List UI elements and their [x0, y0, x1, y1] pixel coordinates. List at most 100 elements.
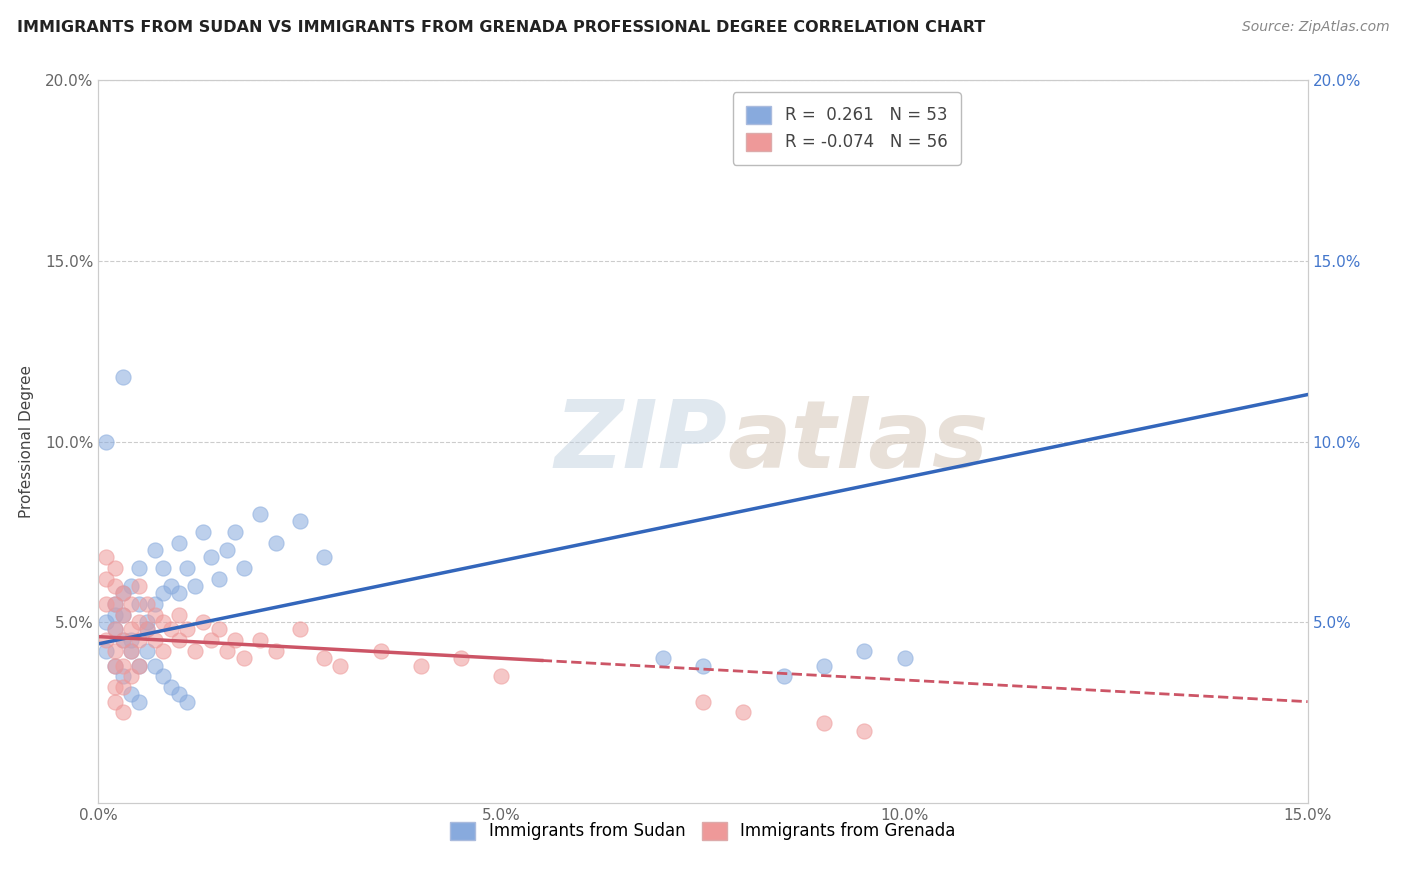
Point [813, 658, 835, 673]
Point [314, 651, 336, 665]
Point [111, 633, 134, 648]
Point [96, 615, 118, 630]
Point [111, 586, 134, 600]
Point [120, 633, 142, 648]
Point [167, 586, 190, 600]
Point [111, 607, 134, 622]
Point [853, 723, 876, 738]
Point [249, 633, 271, 648]
Point [167, 633, 190, 648]
Point [96, 434, 118, 449]
Point [193, 524, 215, 539]
Point [111, 680, 134, 694]
Point [103, 579, 125, 593]
Point [409, 658, 432, 673]
Point [224, 524, 246, 539]
Point [120, 669, 142, 683]
Point [103, 623, 125, 637]
Point [111, 633, 134, 648]
Point [193, 615, 215, 630]
Point [176, 561, 198, 575]
Point [111, 586, 134, 600]
Point [184, 644, 207, 658]
Point [120, 623, 142, 637]
Point [224, 633, 246, 648]
Point [167, 687, 190, 701]
Point [128, 633, 150, 648]
Point [692, 695, 714, 709]
Point [128, 579, 150, 593]
Point [103, 623, 125, 637]
Point [135, 597, 157, 611]
Point [314, 550, 336, 565]
Point [96, 550, 118, 565]
Point [208, 623, 231, 637]
Point [176, 695, 198, 709]
Point [103, 658, 125, 673]
Text: IMMIGRANTS FROM SUDAN VS IMMIGRANTS FROM GRENADA PROFESSIONAL DEGREE CORRELATION: IMMIGRANTS FROM SUDAN VS IMMIGRANTS FROM… [17, 20, 986, 35]
Point [128, 658, 150, 673]
Point [111, 706, 134, 720]
Point [143, 597, 166, 611]
Point [160, 680, 183, 694]
Point [450, 651, 472, 665]
Point [370, 644, 392, 658]
Legend: Immigrants from Sudan, Immigrants from Grenada: Immigrants from Sudan, Immigrants from G… [441, 814, 965, 848]
Point [96, 644, 118, 658]
Point [135, 615, 157, 630]
Point [120, 644, 142, 658]
Point [264, 535, 287, 549]
Point [135, 623, 157, 637]
Point [120, 687, 142, 701]
Point [103, 607, 125, 622]
Point [135, 644, 157, 658]
Point [135, 623, 157, 637]
Point [184, 579, 207, 593]
Text: atlas: atlas [727, 395, 988, 488]
Point [651, 651, 673, 665]
Point [152, 586, 174, 600]
Point [264, 644, 287, 658]
Point [103, 644, 125, 658]
Point [103, 597, 125, 611]
Point [232, 561, 254, 575]
Point [103, 680, 125, 694]
Point [853, 644, 876, 658]
Point [103, 695, 125, 709]
Point [249, 507, 271, 521]
Point [96, 633, 118, 648]
Point [232, 651, 254, 665]
Point [733, 706, 755, 720]
Point [152, 669, 174, 683]
Point [103, 658, 125, 673]
Point [152, 615, 174, 630]
Point [143, 658, 166, 673]
Point [103, 561, 125, 575]
Point [111, 669, 134, 683]
Point [200, 550, 222, 565]
Text: Source: ZipAtlas.com: Source: ZipAtlas.com [1241, 20, 1389, 34]
Point [103, 597, 125, 611]
Text: ZIP: ZIP [554, 395, 727, 488]
Point [491, 669, 513, 683]
Point [893, 651, 915, 665]
Point [120, 644, 142, 658]
Point [143, 633, 166, 648]
Y-axis label: Professional Degree: Professional Degree [20, 365, 34, 518]
Point [288, 514, 311, 528]
Point [152, 561, 174, 575]
Point [111, 658, 134, 673]
Point [128, 658, 150, 673]
Point [96, 572, 118, 586]
Point [160, 623, 183, 637]
Point [111, 607, 134, 622]
Point [167, 535, 190, 549]
Point [120, 579, 142, 593]
Point [128, 597, 150, 611]
Point [208, 572, 231, 586]
Point [96, 597, 118, 611]
Point [217, 644, 239, 658]
Point [200, 633, 222, 648]
Point [813, 716, 835, 731]
Point [772, 669, 794, 683]
